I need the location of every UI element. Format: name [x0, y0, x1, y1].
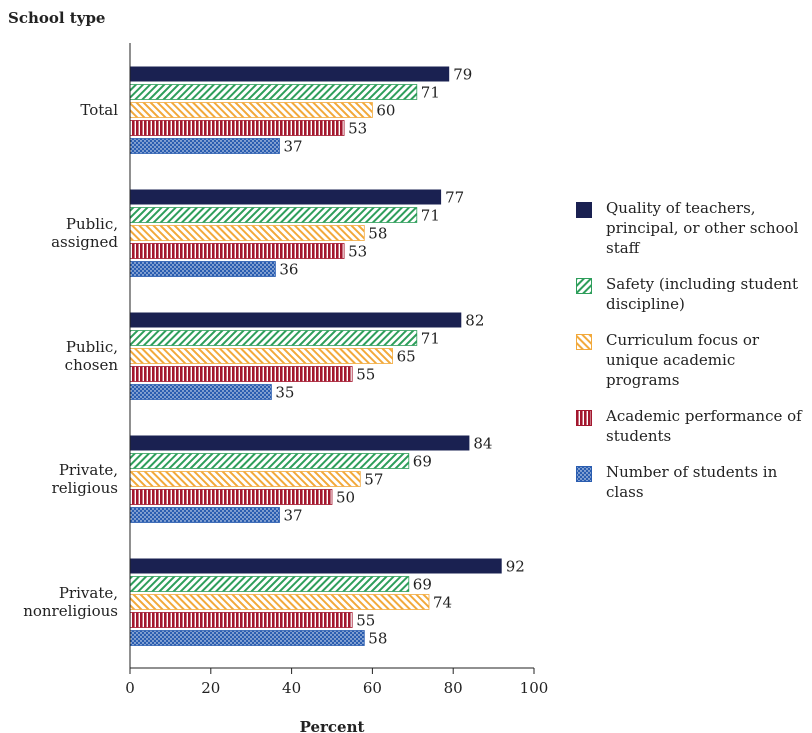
bar — [129, 594, 430, 610]
legend-swatch — [576, 202, 592, 218]
bar — [129, 225, 365, 241]
value-label: 37 — [284, 138, 303, 156]
bar — [129, 612, 353, 628]
bar — [130, 435, 470, 451]
bar — [130, 558, 502, 574]
legend: Quality of teachers, principal, or other… — [576, 198, 812, 502]
value-label: 79 — [453, 66, 472, 84]
value-label: 71 — [421, 84, 440, 102]
value-label: 82 — [465, 312, 484, 330]
x-tick-label: 40 — [282, 679, 301, 697]
legend-item: Academic performance of students — [576, 406, 812, 446]
category-label: Private, nonreligious — [23, 584, 118, 620]
category-label: Public, chosen — [65, 338, 119, 374]
legend-label: Curriculum focus or unique academic prog… — [606, 331, 760, 389]
category-label: Public, assigned — [51, 215, 118, 251]
bar — [129, 261, 276, 277]
legend-item: Curriculum focus or unique academic prog… — [576, 330, 812, 390]
bar — [129, 366, 353, 382]
bar — [129, 507, 280, 523]
value-label: 69 — [413, 576, 432, 594]
legend-item: Quality of teachers, principal, or other… — [576, 198, 812, 258]
category-labels-group: Total Public, assigned Public, chosen Private… — [23, 101, 118, 620]
bars-group — [129, 66, 502, 646]
legend-label: Quality of teachers, principal, or other… — [606, 199, 799, 257]
value-label: 58 — [368, 630, 387, 648]
value-label: 65 — [397, 348, 416, 366]
value-label: 58 — [368, 225, 387, 243]
value-label: 50 — [336, 489, 355, 507]
bar — [129, 453, 410, 469]
bar — [130, 312, 462, 328]
value-labels-group: 7971605337777158533682716555358469575037… — [275, 66, 524, 648]
bar — [129, 138, 280, 154]
x-tick-label: 20 — [201, 679, 220, 697]
value-label: 71 — [421, 207, 440, 225]
legend-item: Number of students in class — [576, 462, 812, 502]
bar — [129, 120, 345, 136]
x-tick-label: 80 — [444, 679, 463, 697]
value-label: 77 — [445, 189, 464, 207]
value-label: 35 — [275, 384, 294, 402]
value-label: 69 — [413, 453, 432, 471]
bar — [129, 330, 418, 346]
legend-label: Number of students in class — [606, 463, 778, 501]
bar — [129, 471, 361, 487]
value-label: 71 — [421, 330, 440, 348]
category-label: Private, religious — [52, 461, 118, 497]
value-label: 84 — [473, 435, 492, 453]
value-label: 57 — [364, 471, 383, 489]
bar — [129, 630, 365, 646]
value-label: 53 — [348, 243, 367, 261]
x-tick-label: 0 — [125, 679, 135, 697]
legend-swatch — [576, 278, 592, 294]
legend-item: Safety (including student discipline) — [576, 274, 812, 314]
bar — [129, 102, 373, 118]
bar — [129, 348, 394, 364]
value-label: 55 — [356, 366, 375, 384]
legend-swatch — [576, 334, 592, 350]
x-tick-label: 60 — [363, 679, 382, 697]
x-tick-label: 100 — [520, 679, 549, 697]
legend-swatch — [576, 466, 592, 482]
category-label: Total — [80, 101, 118, 119]
value-label: 36 — [279, 261, 298, 279]
value-label: 92 — [506, 558, 525, 576]
x-ticks-group: 0 20 40 60 80 100 — [125, 668, 548, 697]
value-label: 53 — [348, 120, 367, 138]
value-label: 37 — [284, 507, 303, 525]
bar — [129, 207, 418, 223]
legend-label: Safety (including student discipline) — [606, 275, 799, 313]
value-label: 55 — [356, 612, 375, 630]
value-label: 74 — [433, 594, 452, 612]
bar — [129, 576, 410, 592]
y-axis-title: School type — [8, 9, 105, 27]
bar — [130, 189, 442, 205]
bar — [129, 84, 418, 100]
value-label: 60 — [376, 102, 395, 120]
legend-swatch — [576, 410, 592, 426]
bar — [129, 384, 272, 400]
x-axis-title: Percent — [300, 718, 365, 733]
bar — [129, 243, 345, 259]
legend-label: Academic performance of students — [606, 407, 802, 445]
bar — [129, 489, 333, 505]
bar — [130, 66, 450, 82]
